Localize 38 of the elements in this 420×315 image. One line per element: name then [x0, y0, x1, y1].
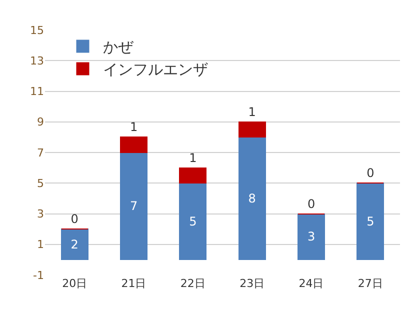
x-tick-label: 22日 [180, 277, 206, 290]
data-label: 7 [130, 199, 138, 214]
data-label: 3 [307, 230, 316, 244]
data-label: 5 [366, 214, 374, 228]
bar [179, 182, 207, 260]
y-tick-label: 5 [37, 176, 44, 190]
x-tick-label: 27日 [358, 277, 383, 290]
y-tick-label: 1 [37, 238, 44, 252]
x-tick-label: 20日 [62, 277, 88, 290]
data-label: 0 [307, 196, 316, 211]
data-label: 0 [366, 166, 374, 180]
x-tick-label: 21日 [121, 277, 146, 290]
y-tick-label: 9 [37, 116, 44, 129]
y-tick-label: 3 [37, 208, 44, 221]
data-label: 0 [70, 212, 78, 226]
bar [120, 136, 148, 153]
legend-label: かぜ [102, 38, 134, 56]
bar [60, 228, 88, 260]
y-tick-label: 7 [37, 146, 44, 160]
bar [297, 213, 326, 260]
bar [179, 167, 207, 184]
y-tick-label: 11 [30, 85, 44, 98]
data-label: 1 [248, 104, 256, 119]
x-tick-label: 24日 [298, 277, 324, 290]
bar [238, 136, 266, 260]
data-label: 2 [70, 237, 78, 252]
data-label: 1 [130, 120, 138, 134]
y-tick-label: -1 [33, 268, 44, 282]
legend-label: インフルエンザ [102, 60, 208, 79]
y-tick-label: 15 [30, 24, 44, 37]
data-label: 5 [189, 214, 197, 228]
y-tick-label: 13 [30, 54, 44, 68]
bar [238, 121, 266, 138]
data-label: 1 [189, 150, 197, 165]
data-label: 8 [248, 191, 256, 206]
x-tick-label: 23日 [240, 277, 265, 290]
bar [120, 152, 148, 260]
bar [356, 182, 384, 260]
